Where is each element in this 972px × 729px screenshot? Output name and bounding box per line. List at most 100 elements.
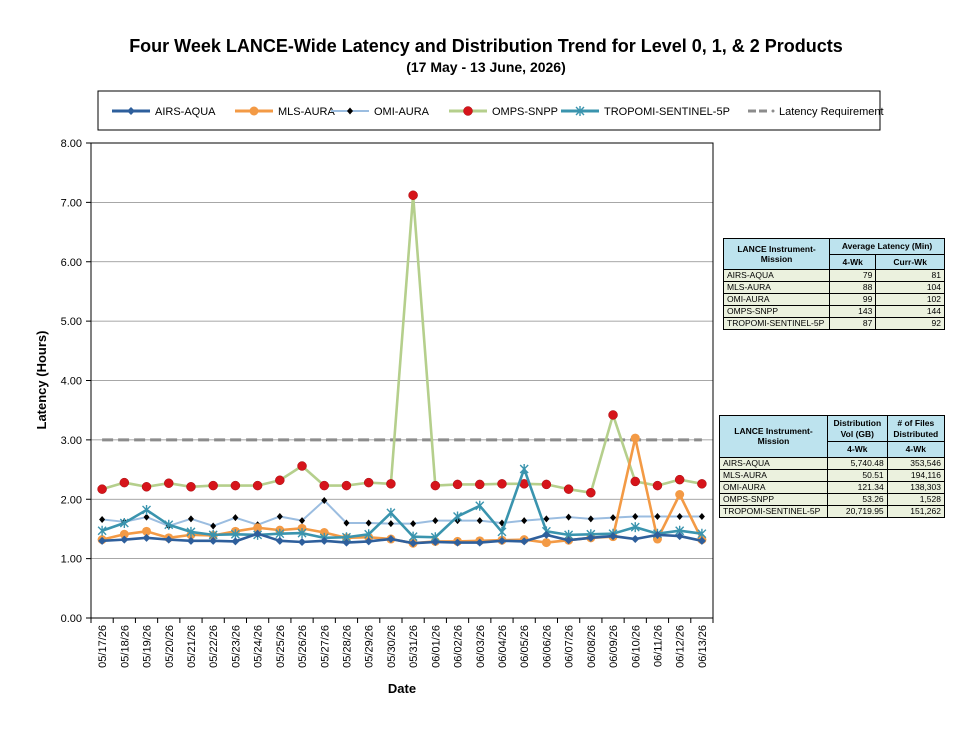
latency-row-currwk: 92 bbox=[875, 317, 945, 331]
x-tick-label: 06/03/26 bbox=[475, 625, 487, 668]
legend-entry-latency-requirement: Latency Requirement bbox=[748, 106, 884, 118]
latency-row-name: AIRS-AQUA bbox=[722, 269, 831, 283]
point-omi-aura bbox=[387, 520, 394, 528]
x-tick-label: 06/07/26 bbox=[564, 625, 576, 668]
x-tick-label: 05/22/26 bbox=[208, 625, 220, 668]
latency-row-4wk: 143 bbox=[829, 305, 877, 319]
y-tick-label: 8.00 bbox=[61, 138, 82, 150]
point-tropomi-sentinel-5p bbox=[186, 526, 196, 537]
point-airs-aqua bbox=[142, 533, 151, 542]
dist-row-files: 194,116 bbox=[886, 468, 946, 482]
distribution-row: TROPOMI-SENTINEL-5P 20,719.95 151,262 bbox=[719, 504, 946, 518]
x-tick-label: 05/30/26 bbox=[386, 625, 398, 668]
y-tick-label: 7.00 bbox=[61, 197, 82, 209]
point-mls-aura bbox=[142, 526, 152, 536]
point-mls-aura bbox=[541, 538, 551, 548]
dist-row-name: AIRS-AQUA bbox=[719, 456, 828, 470]
legend-label-tropomi-sentinel-5p: TROPOMI-SENTINEL-5P bbox=[604, 106, 730, 118]
point-omps-snpp bbox=[341, 480, 352, 491]
point-omi-aura bbox=[321, 496, 328, 504]
point-airs-aqua bbox=[231, 537, 240, 546]
x-tick-label: 06/09/26 bbox=[608, 625, 620, 668]
x-tick-label: 05/25/26 bbox=[275, 625, 287, 668]
x-tick-label: 06/08/26 bbox=[586, 625, 598, 668]
point-omps-snpp bbox=[275, 475, 285, 485]
series-line-omi-aura bbox=[102, 499, 702, 527]
legend-marker-omi-aura bbox=[347, 107, 353, 115]
point-mls-aura bbox=[675, 490, 685, 499]
dist-row-name: OMPS-SNPP bbox=[719, 492, 828, 506]
dist-row-volume: 5,740.48 bbox=[827, 456, 888, 470]
point-airs-aqua bbox=[453, 538, 462, 547]
x-tick-label: 05/24/26 bbox=[253, 625, 265, 668]
y-tick-label: 2.00 bbox=[61, 494, 82, 506]
x-tick-label: 06/04/26 bbox=[497, 625, 509, 668]
latency-row: MLS-AURA 88 104 bbox=[722, 281, 945, 295]
x-tick-label: 06/06/26 bbox=[541, 625, 553, 668]
latency-row-currwk: 102 bbox=[875, 293, 945, 307]
y-tick-label: 3.00 bbox=[61, 435, 82, 447]
y-tick-label: 1.00 bbox=[61, 554, 82, 566]
point-airs-aqua bbox=[320, 536, 329, 545]
point-omi-aura bbox=[187, 515, 194, 523]
latency-row: TROPOMI-SENTINEL-5P 87 92 bbox=[722, 317, 945, 331]
point-tropomi-sentinel-5p bbox=[630, 522, 640, 533]
point-omi-aura bbox=[632, 512, 639, 520]
dist-row-volume: 50.51 bbox=[827, 468, 888, 482]
point-omps-snpp bbox=[475, 479, 485, 490]
point-omps-snpp bbox=[208, 480, 218, 491]
point-omi-aura bbox=[610, 514, 617, 522]
point-omps-snpp bbox=[164, 478, 174, 488]
y-tick-label: 4.00 bbox=[61, 376, 82, 388]
point-airs-aqua bbox=[475, 538, 484, 547]
latency-row-name: TROPOMI-SENTINEL-5P bbox=[722, 317, 831, 331]
point-airs-aqua bbox=[609, 532, 618, 541]
point-airs-aqua bbox=[298, 538, 307, 546]
dist-sub-files-header: 4-Wk bbox=[886, 441, 946, 458]
series-line-omps-snpp bbox=[101, 193, 703, 495]
point-airs-aqua bbox=[631, 535, 640, 544]
distribution-row: OMI-AURA 121.34 138,303 bbox=[719, 480, 946, 494]
distribution-row: AIRS-AQUA 5,740.48 353,546 bbox=[719, 456, 946, 470]
point-tropomi-sentinel-5p bbox=[475, 500, 485, 511]
point-omps-snpp bbox=[452, 479, 463, 490]
series-omps-snpp bbox=[97, 190, 707, 498]
point-omps-snpp bbox=[363, 477, 374, 488]
point-omps-snpp bbox=[386, 479, 396, 489]
point-omps-snpp bbox=[430, 480, 441, 491]
point-tropomi-sentinel-5p bbox=[142, 504, 152, 515]
point-omps-snpp bbox=[586, 487, 596, 498]
dist-row-name: MLS-AURA bbox=[719, 468, 828, 482]
x-tick-label: 05/17/26 bbox=[97, 625, 109, 668]
legend-label-omps-snpp: OMPS-SNPP bbox=[492, 106, 558, 118]
latency-row-name: MLS-AURA bbox=[722, 281, 831, 295]
dist-row-name: OMI-AURA bbox=[719, 480, 828, 494]
y-tick-label: 6.00 bbox=[61, 257, 82, 269]
point-airs-aqua bbox=[186, 536, 195, 545]
dist-row-volume: 20,719.95 bbox=[827, 504, 888, 518]
point-airs-aqua bbox=[164, 535, 173, 544]
point-tropomi-sentinel-5p bbox=[297, 528, 307, 539]
point-omps-snpp bbox=[97, 484, 107, 494]
series-line-airs-aqua bbox=[102, 532, 703, 545]
latency-row-4wk: 79 bbox=[829, 269, 877, 283]
point-omi-aura bbox=[343, 519, 350, 527]
latency-row-currwk: 81 bbox=[875, 269, 945, 283]
dist-row-files: 138,303 bbox=[886, 480, 946, 494]
point-mls-aura bbox=[630, 433, 640, 443]
dist-row-files: 353,546 bbox=[886, 456, 946, 470]
latency-row-4wk: 88 bbox=[829, 281, 877, 295]
x-tick-label: 05/18/26 bbox=[119, 625, 131, 668]
point-omps-snpp bbox=[652, 480, 663, 491]
x-tick-label: 05/21/26 bbox=[186, 625, 198, 668]
series-tropomi-sentinel-5p bbox=[97, 463, 707, 543]
latency-row: AIRS-AQUA 79 81 bbox=[722, 269, 945, 283]
point-omps-snpp bbox=[141, 482, 152, 492]
x-tick-label: 06/02/26 bbox=[453, 625, 465, 668]
point-omps-snpp bbox=[186, 482, 196, 492]
point-omps-snpp bbox=[319, 480, 329, 491]
point-omi-aura bbox=[587, 515, 594, 523]
dist-col-instrument-header: LANCE Instrument-Mission bbox=[719, 415, 828, 458]
point-mls-aura bbox=[253, 523, 263, 533]
